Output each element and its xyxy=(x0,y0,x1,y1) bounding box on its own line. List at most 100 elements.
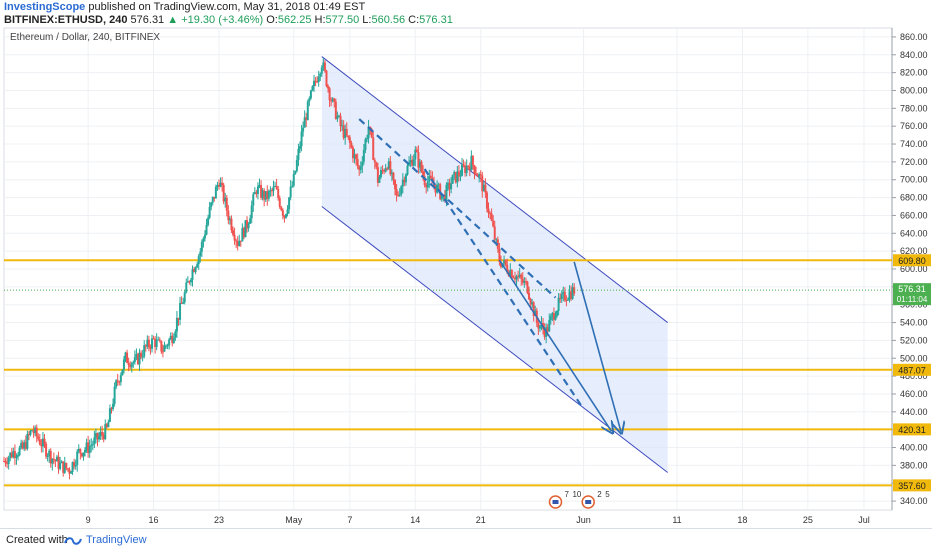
candle-body xyxy=(203,234,206,239)
candle-body xyxy=(196,264,199,268)
candle-body xyxy=(286,209,289,215)
y-tick-label: 860.00 xyxy=(900,32,928,42)
candle-body xyxy=(348,137,351,143)
candle-body xyxy=(126,352,129,363)
candle-body xyxy=(453,172,456,175)
candle-body xyxy=(429,175,432,179)
tradingview-logo-icon xyxy=(64,534,82,552)
candle-body xyxy=(560,294,563,299)
candle-body xyxy=(27,433,30,435)
candle-body xyxy=(252,194,255,206)
y-tick-label: 380.00 xyxy=(900,460,928,470)
candle-body xyxy=(336,116,339,119)
candle-body xyxy=(289,186,292,198)
created-with-text: Created with xyxy=(6,534,68,546)
candle-body xyxy=(77,448,80,452)
price-chart[interactable]: 340.00360.00380.00400.00420.00440.00460.… xyxy=(0,0,932,528)
channel-fill xyxy=(321,56,668,473)
y-tick-label: 440.00 xyxy=(900,407,928,417)
candle-body xyxy=(518,274,521,277)
candle-body xyxy=(91,444,94,446)
candle-body xyxy=(74,464,77,467)
candle-body xyxy=(38,439,41,445)
candle-body xyxy=(406,165,409,175)
candle-body xyxy=(420,161,423,172)
candle-body xyxy=(300,131,303,147)
y-tick-label: 700.00 xyxy=(900,175,928,185)
candle-body xyxy=(422,171,425,177)
tradingview-link[interactable]: TradingView xyxy=(86,534,147,546)
candle-body xyxy=(327,86,330,89)
projection-arrow xyxy=(573,261,621,432)
candle-body xyxy=(197,256,200,265)
candle-body xyxy=(450,183,453,190)
candle-body xyxy=(515,276,518,280)
candle-body xyxy=(71,462,74,473)
candle-body xyxy=(489,212,492,214)
candle-body xyxy=(437,184,440,186)
candle-body xyxy=(172,337,175,344)
candle-body xyxy=(214,186,217,199)
x-tick-label: 23 xyxy=(214,515,224,525)
y-tick-label: 780.00 xyxy=(900,103,928,113)
candle-body xyxy=(339,115,342,127)
candle-body xyxy=(317,76,320,82)
candle-body xyxy=(281,210,284,216)
candle-body xyxy=(365,138,368,140)
x-tick-label: 11 xyxy=(672,515,681,525)
candle-body xyxy=(375,162,378,168)
open-value: 562.25 xyxy=(277,14,312,26)
event-marker-count: 10 xyxy=(572,490,581,499)
publisher-name[interactable]: InvestingScope xyxy=(4,1,86,13)
candle-body xyxy=(478,174,481,177)
candle-body xyxy=(93,437,96,445)
candle-body xyxy=(31,430,34,432)
candle-body xyxy=(244,220,247,238)
candle-body xyxy=(52,458,55,461)
candle-body xyxy=(57,456,60,469)
candle-body xyxy=(526,281,529,293)
candle-body xyxy=(309,90,312,99)
candle-body xyxy=(523,281,526,283)
candle-body xyxy=(358,166,361,170)
level-price-label: 487.07 xyxy=(898,365,926,375)
candle-body xyxy=(21,442,24,449)
level-price-tag xyxy=(893,363,931,376)
candle-body xyxy=(367,126,370,139)
candle-body xyxy=(520,274,523,279)
candle-body xyxy=(378,176,381,183)
candle-body xyxy=(151,338,153,349)
level-price-label: 609.80 xyxy=(898,256,926,266)
candle-body xyxy=(490,213,493,221)
candle-body xyxy=(447,182,449,185)
candle-body xyxy=(183,292,186,303)
level-price-label: 420.31 xyxy=(898,425,926,435)
countdown-label: 01:11:04 xyxy=(897,295,928,304)
y-tick-label: 720.00 xyxy=(900,157,928,167)
candle-body xyxy=(225,197,228,211)
candle-body xyxy=(562,291,565,295)
candle-body xyxy=(62,461,65,473)
candle-body xyxy=(239,240,242,242)
candle-body xyxy=(531,302,534,305)
candle-body xyxy=(175,317,178,332)
candle-body xyxy=(76,451,79,465)
candle-body xyxy=(119,375,122,383)
close-value: 576.31 xyxy=(419,14,453,26)
projection-dashed-line xyxy=(358,118,557,299)
candle-body xyxy=(323,62,326,71)
candle-body xyxy=(127,362,130,366)
candle-body xyxy=(202,238,205,242)
ohlc-line: BITFINEX:ETHUSD, 240 576.31 ▲ +19.30 (+3… xyxy=(4,14,453,26)
candle-body xyxy=(532,302,535,316)
candle-body xyxy=(512,277,515,279)
candle-body xyxy=(521,278,524,283)
candle-body xyxy=(372,137,375,160)
candle-body xyxy=(345,128,348,136)
x-tick-label: 7 xyxy=(347,515,352,525)
candle-body xyxy=(330,100,333,102)
candle-body xyxy=(118,381,121,383)
candle-body xyxy=(144,345,147,347)
candle-body xyxy=(17,455,20,457)
y-tick-label: 760.00 xyxy=(900,121,928,131)
